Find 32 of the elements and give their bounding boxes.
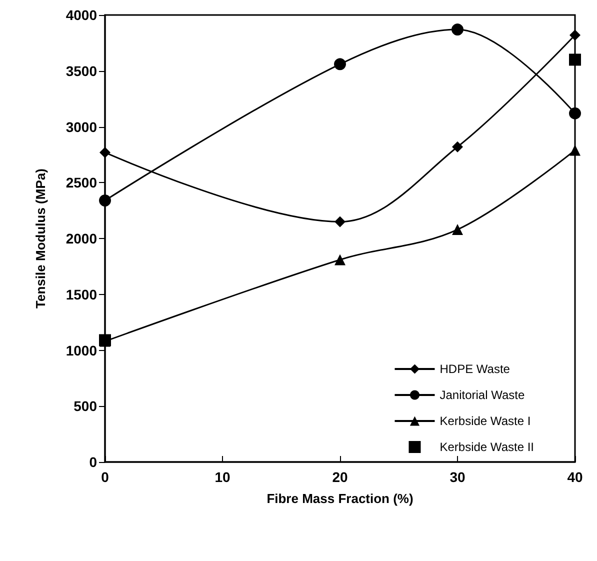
y-axis-title: Tensile Modulus (MPa) xyxy=(33,168,48,308)
point xyxy=(569,107,581,120)
point xyxy=(334,254,346,266)
y-tick-label: 0 xyxy=(89,454,98,470)
point xyxy=(334,216,346,228)
point xyxy=(570,30,580,41)
y-tick-label: 2500 xyxy=(66,174,98,191)
point xyxy=(99,194,111,206)
legend-label: HDPE Waste xyxy=(440,362,510,376)
point xyxy=(452,24,464,36)
y-tick-label: 3500 xyxy=(66,62,98,79)
x-tick-label: 0 xyxy=(101,469,110,485)
point xyxy=(452,141,463,152)
legend-label: Janitorial Waste xyxy=(440,388,525,402)
point xyxy=(569,54,581,66)
x-tick-label: 40 xyxy=(567,469,583,485)
x-axis-title: Fibre Mass Fraction (%) xyxy=(266,491,414,506)
y-tick-label: 4000 xyxy=(66,7,98,23)
x-tick-label: 10 xyxy=(214,469,230,485)
legend-label: Kerbside Waste II xyxy=(440,440,534,454)
y-tick-label: 2000 xyxy=(66,230,98,246)
point xyxy=(334,58,346,70)
y-tick-label: 500 xyxy=(74,398,98,414)
point xyxy=(100,146,110,158)
point xyxy=(452,224,463,236)
x-tick-label: 20 xyxy=(332,469,348,485)
y-tick-label: 1000 xyxy=(66,342,98,358)
x-tick-label: 30 xyxy=(450,469,466,485)
point xyxy=(570,144,580,156)
y-tick-label: 1500 xyxy=(66,286,98,302)
legend-label: Kerbside Waste I xyxy=(440,414,531,428)
y-tick-label: 3000 xyxy=(66,118,98,135)
